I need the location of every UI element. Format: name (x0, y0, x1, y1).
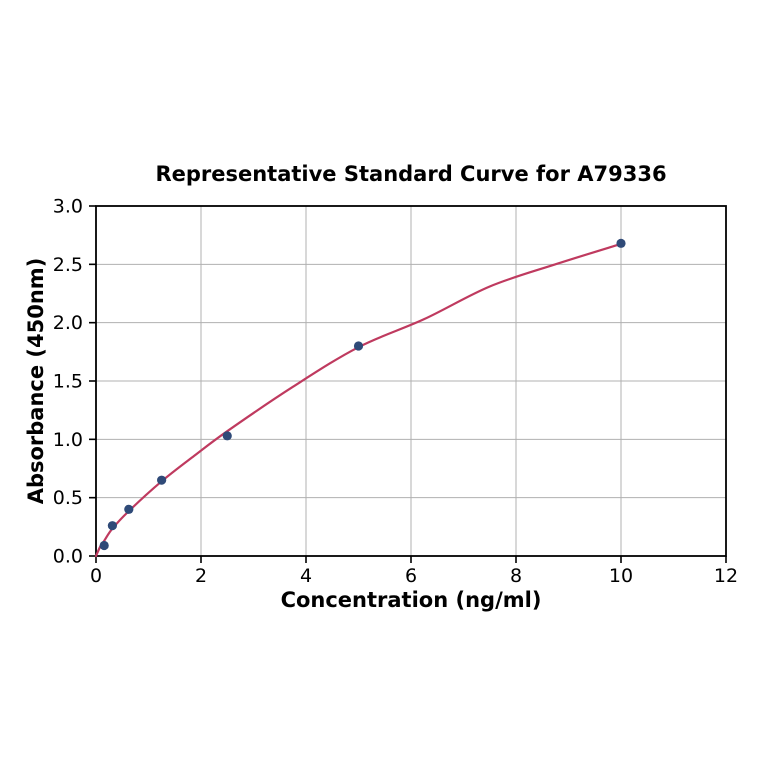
x-tick-label: 0 (90, 565, 102, 587)
data-point-marker (222, 431, 232, 441)
data-point-marker (124, 504, 134, 514)
chart-title: Representative Standard Curve for A79336 (155, 162, 666, 186)
data-points (99, 238, 626, 551)
y-tick-label: 0.5 (53, 487, 83, 509)
data-point-marker (99, 540, 109, 551)
y-tick-label: 1.0 (53, 429, 83, 451)
y-tick-label: 3.0 (53, 196, 83, 218)
x-tick-label: 4 (300, 565, 312, 587)
x-tick-label: 12 (714, 565, 738, 587)
x-axis-label: Concentration (ng/ml) (281, 588, 542, 612)
grid-lines (96, 206, 726, 556)
data-point-marker (107, 521, 118, 531)
y-tick-label: 2.0 (53, 312, 83, 334)
y-tick-label: 1.5 (53, 371, 83, 393)
data-point-marker (157, 475, 167, 485)
y-tick-label: 0.0 (53, 546, 83, 568)
y-tick-labels: 0.0 0.5 1.0 1.5 2.0 2.5 3.0 (53, 196, 83, 568)
x-tick-label: 8 (510, 565, 522, 587)
x-tick-label: 2 (195, 565, 207, 587)
data-point-marker (353, 341, 364, 351)
y-tick-label: 2.5 (53, 254, 83, 276)
data-point-marker (616, 238, 626, 248)
y-axis-label: Absorbance (450nm) (24, 258, 48, 505)
x-tick-label: 10 (609, 565, 633, 587)
axis-ticks (89, 205, 727, 563)
fit-curve-line (94, 242, 623, 558)
x-tick-labels: 0 2 4 6 8 10 12 (90, 565, 738, 587)
x-tick-label: 6 (405, 565, 417, 587)
